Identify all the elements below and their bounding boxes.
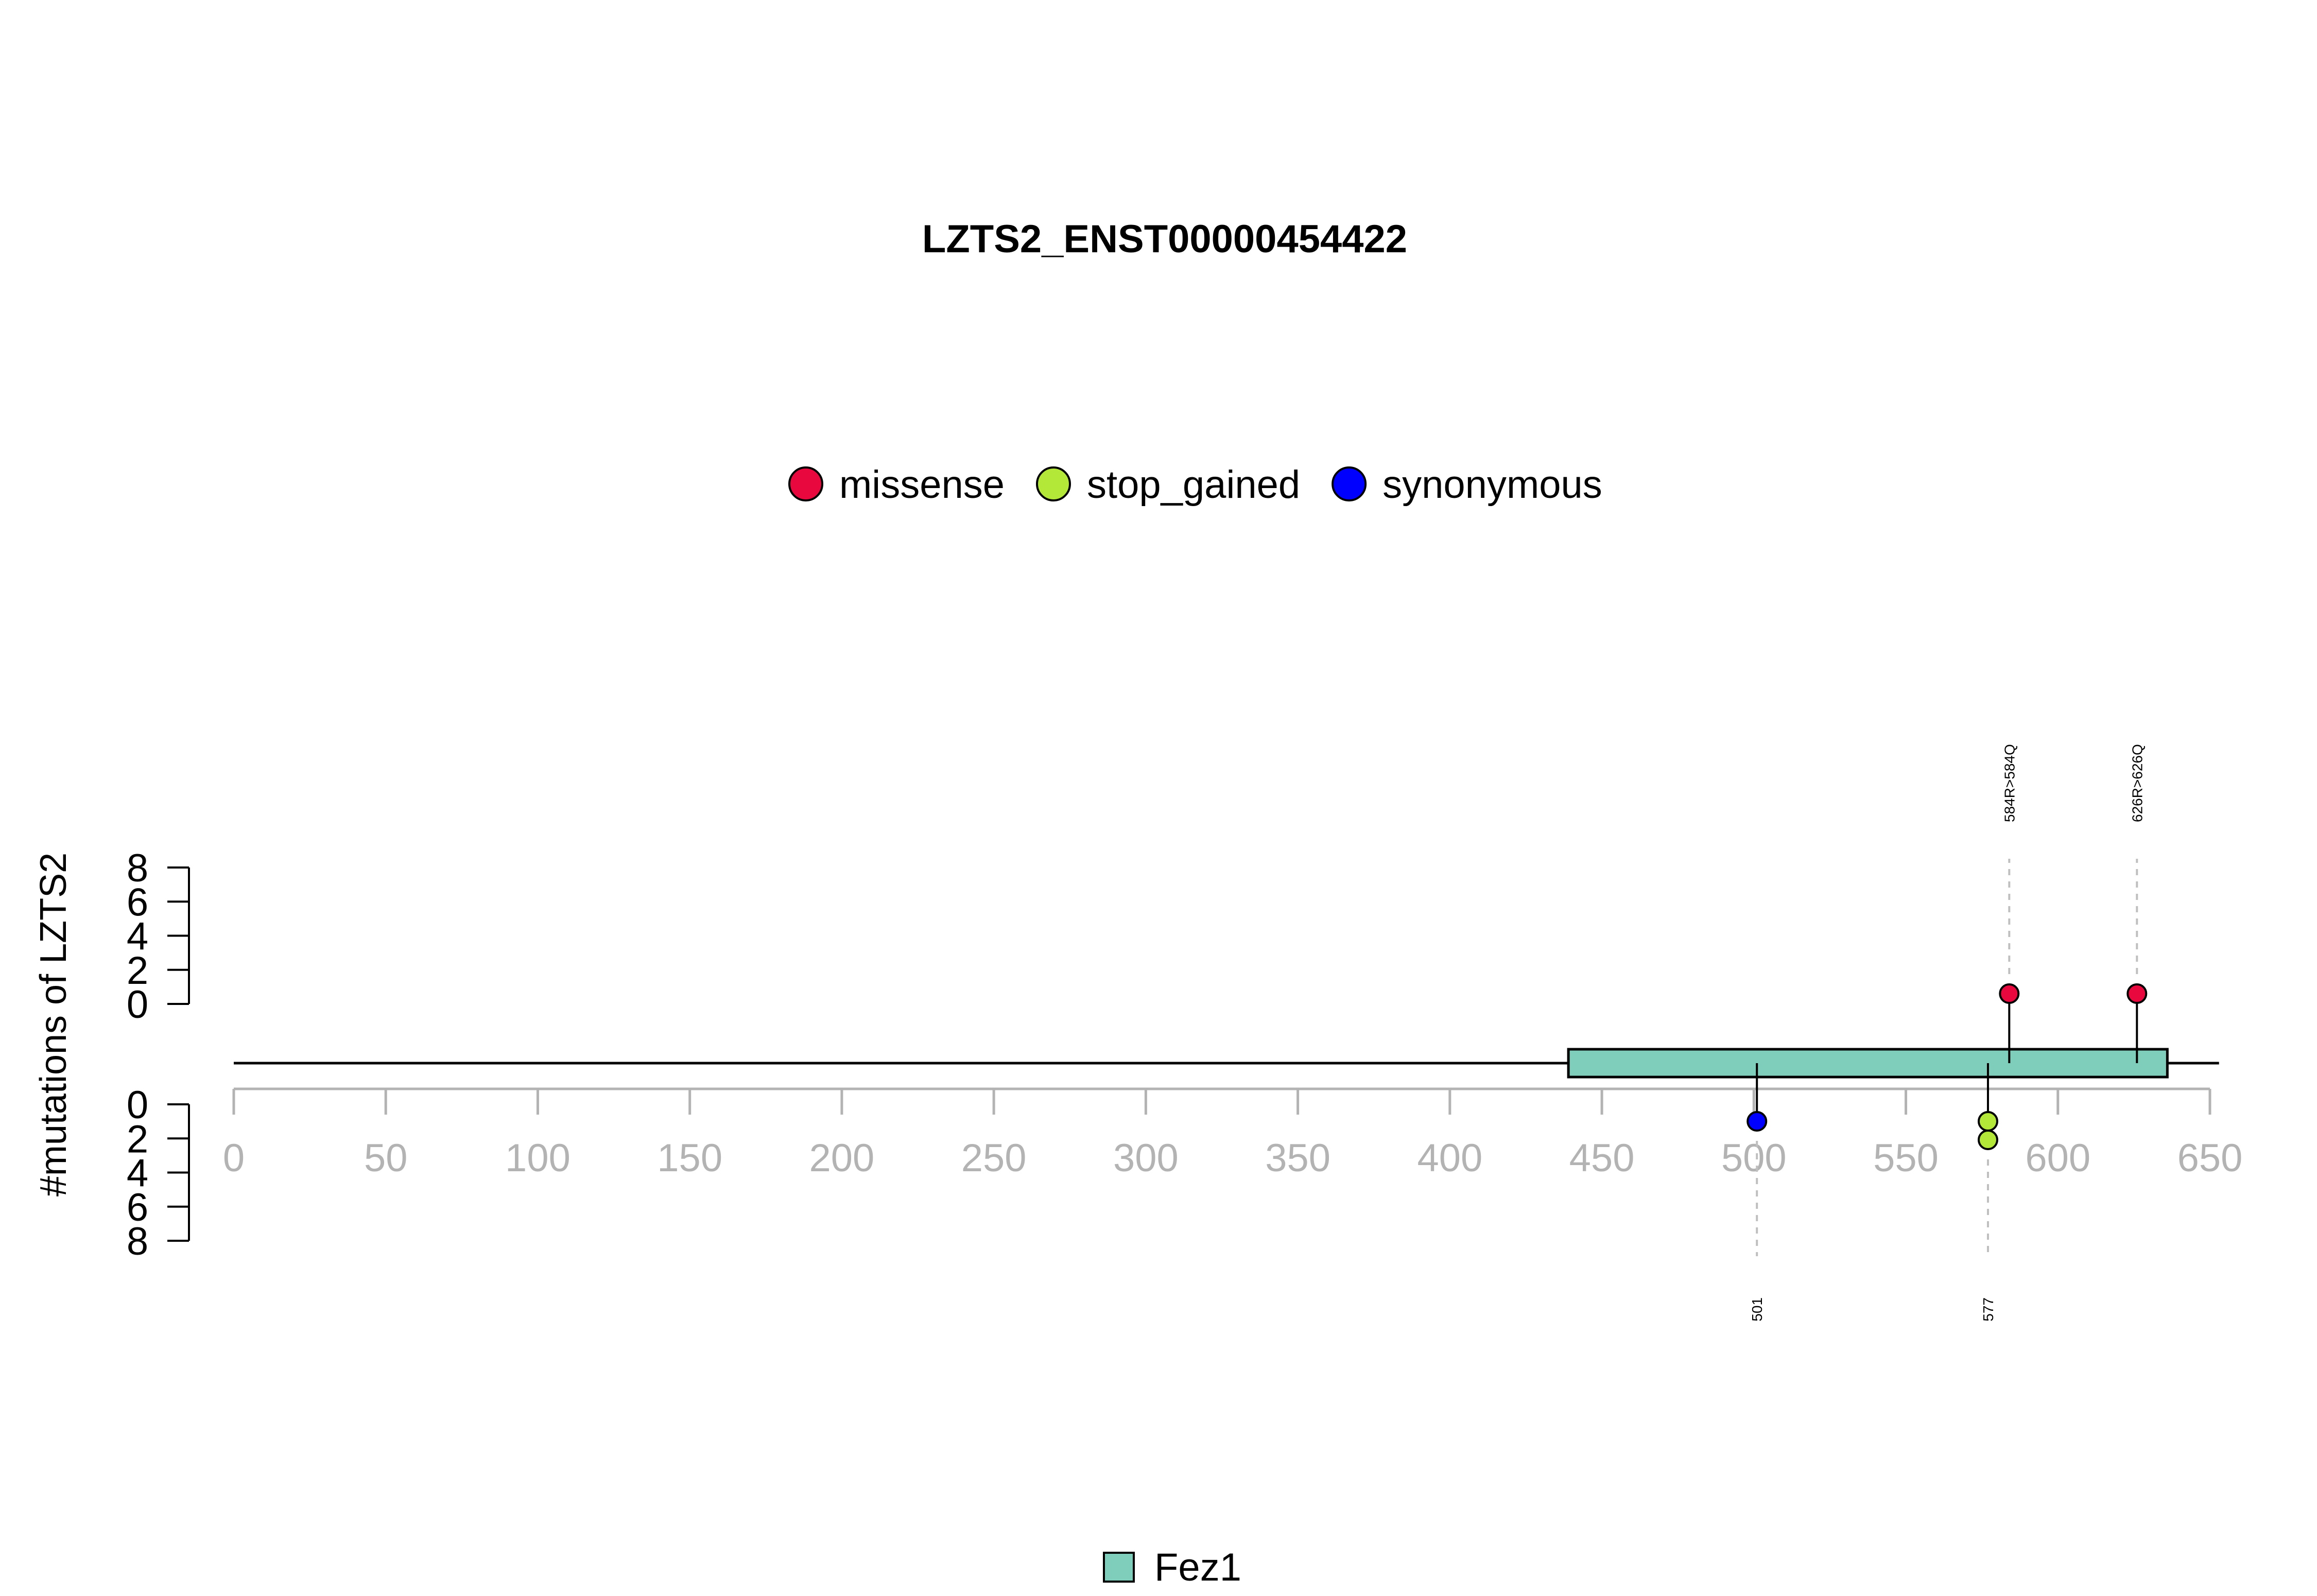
x-tick-label-500: 500 (1721, 1136, 1787, 1180)
y-tick-label-lower-0: 0 (127, 1083, 148, 1127)
mutation-point-501 (1747, 1111, 1768, 1132)
legend-label-synonymous: synonymous (1382, 463, 1602, 507)
x-tick-label-250: 250 (961, 1136, 1027, 1180)
mutation-label-626r-626q: 626R>626Q (2129, 744, 2145, 822)
x-tick-label-400: 400 (1417, 1136, 1482, 1180)
x-tick-label-150: 150 (657, 1136, 722, 1180)
legend-marker-missense (788, 466, 823, 501)
bottom-legend-swatch-fez1 (1103, 1552, 1135, 1583)
protein-backbone (234, 1048, 2219, 1079)
x-tick-label-300: 300 (1113, 1136, 1179, 1180)
x-tick-label-550: 550 (1873, 1136, 1939, 1180)
mutation-point-584r-584q (1999, 983, 2020, 1004)
x-tick-label-200: 200 (809, 1136, 875, 1180)
legend-label-missense: missense (839, 463, 1005, 507)
x-tick-label-0: 0 (223, 1136, 245, 1180)
mutation-label-501: 501 (1749, 1297, 1765, 1322)
y-tick-label-lower-4: 4 (127, 1152, 148, 1195)
y-axis-label: #mutations of LZTS2 (33, 853, 74, 1196)
y-tick-label-upper-2: 2 (127, 949, 148, 993)
bottom-legend: Fez1 (1103, 1546, 1241, 1589)
mutation-point-626r-626q (2126, 983, 2148, 1004)
y-tick-label-lower-6: 6 (127, 1186, 148, 1229)
x-tick-label-650: 650 (2177, 1136, 2243, 1180)
chart-title: LZTS2_ENST00000454422 (922, 217, 1407, 261)
y-tick-label-upper-4: 4 (127, 915, 148, 959)
mutation-point-577 (1977, 1130, 1998, 1150)
x-tick-label-50: 50 (364, 1136, 408, 1180)
mutations-layer: 584R>584Q 626R>626Q 501 577 (1747, 744, 2148, 1322)
x-tick-label-350: 350 (1265, 1136, 1330, 1180)
bottom-legend-label-fez1: Fez1 (1154, 1546, 1241, 1589)
x-tick-label-600: 600 (2025, 1136, 2090, 1180)
x-tick-label-100: 100 (505, 1136, 570, 1180)
legend-label-stop-gained: stop_gained (1087, 463, 1300, 507)
y-tick-label-lower-8: 8 (127, 1220, 148, 1263)
mutation-label-584r-584q: 584R>584Q (2001, 744, 2017, 822)
domain-fez1 (1567, 1048, 2169, 1079)
mutation-point-577 (1977, 1111, 1998, 1132)
y-tick-label-upper-8: 8 (127, 846, 148, 890)
legend-marker-stop-gained (1036, 466, 1071, 501)
mutation-label-577: 577 (1980, 1297, 1996, 1322)
top-legend: missense stop_gained synonymous (788, 463, 1602, 507)
x-axis: 0 50 100 150 200 250 300 350 400 450 500 550 600 650 (223, 1087, 2243, 1180)
y-tick-label-lower-2: 2 (127, 1117, 148, 1161)
x-tick-label-450: 450 (1569, 1136, 1635, 1180)
y-tick-label-upper-0: 0 (127, 983, 148, 1027)
legend-marker-synonymous (1332, 466, 1367, 501)
y-tick-label-upper-6: 6 (127, 880, 148, 924)
